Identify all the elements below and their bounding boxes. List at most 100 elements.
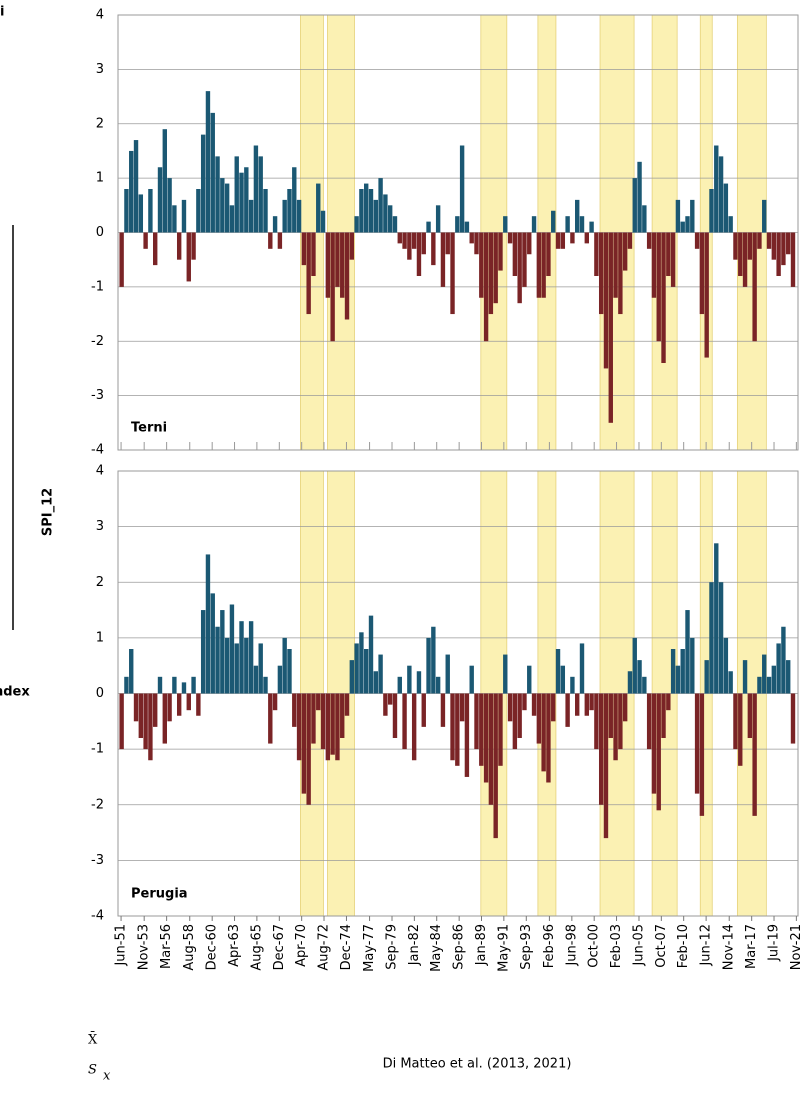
bar (685, 610, 690, 694)
bar (455, 216, 460, 233)
cropped-text: i (0, 5, 4, 20)
bar (124, 189, 129, 233)
bar (570, 676, 575, 694)
bar (455, 693, 460, 766)
bar (776, 643, 781, 694)
bar (402, 232, 407, 249)
bar (205, 554, 211, 694)
bar (622, 232, 628, 271)
bar (445, 654, 450, 694)
bar (450, 693, 455, 761)
bar (378, 178, 383, 233)
bar (176, 232, 182, 260)
y-tick-label: 2 (96, 575, 104, 590)
bar (670, 232, 676, 287)
bar (771, 232, 777, 260)
bar (637, 660, 642, 694)
bar (224, 637, 230, 694)
bar (718, 156, 724, 233)
bar (661, 693, 666, 738)
bar (383, 194, 388, 233)
x-tick-label: Feb-03 (609, 924, 624, 968)
bar (531, 216, 537, 233)
y-tick-label: 0 (96, 225, 104, 240)
bar (546, 693, 551, 783)
bar (407, 232, 412, 260)
bar (642, 676, 647, 694)
bar (268, 693, 273, 744)
x-tick-label: Jun-12 (699, 924, 714, 967)
bar (407, 665, 412, 694)
bar (392, 693, 398, 738)
bar (589, 693, 594, 711)
bar (349, 660, 355, 694)
bar (766, 676, 772, 694)
bar (325, 232, 331, 298)
bar (670, 649, 676, 694)
bar (483, 232, 489, 342)
bar (642, 205, 647, 233)
bar (498, 232, 503, 271)
bar (426, 637, 431, 694)
cropped-text: ndex (0, 685, 30, 700)
bar (364, 649, 369, 694)
plot-frame (117, 14, 799, 451)
bar (714, 543, 719, 694)
bar (551, 693, 556, 722)
bar (263, 676, 268, 694)
bar (153, 232, 158, 266)
bar (296, 199, 302, 233)
bar (594, 232, 599, 276)
bar (507, 232, 513, 244)
bar (349, 232, 355, 260)
bar (416, 232, 422, 276)
bar (440, 693, 446, 727)
bar (742, 232, 748, 287)
bar (239, 172, 244, 233)
bar (488, 693, 494, 805)
bar (757, 232, 762, 249)
x-tick-label: Oct-07 (654, 924, 669, 968)
bar (512, 693, 518, 750)
bar (646, 693, 652, 750)
bar (488, 232, 494, 315)
bar (335, 232, 340, 287)
bar (354, 216, 359, 233)
x-tick-label: May-91 (496, 924, 511, 972)
bar (613, 232, 618, 298)
bar (656, 693, 661, 811)
bar (364, 183, 369, 233)
bar (416, 671, 422, 694)
bar (119, 232, 124, 287)
bar (493, 693, 498, 839)
x-tick-label: Nov-21 (789, 924, 804, 970)
bar (426, 221, 431, 233)
bar (656, 232, 661, 342)
x-tick-label: Sep-79 (385, 924, 400, 970)
bar (527, 665, 532, 694)
bar (575, 693, 580, 716)
x-tick-label: Jul-19 (767, 924, 782, 962)
bar (129, 649, 134, 694)
bar (306, 693, 311, 805)
bar (292, 693, 297, 727)
bar (359, 189, 364, 233)
bar (742, 660, 748, 694)
bar (205, 91, 211, 233)
bar (368, 189, 374, 233)
y-tick-label: 0 (96, 686, 104, 701)
bar (301, 693, 307, 794)
bar (229, 604, 235, 694)
bar (196, 693, 201, 716)
panel-title: Terni (131, 421, 167, 436)
x-tick-label: Mar-17 (744, 924, 759, 969)
bar (747, 232, 753, 260)
bar (191, 676, 196, 694)
bar (517, 232, 522, 304)
bar (546, 232, 551, 276)
bar (277, 665, 283, 694)
bar (373, 199, 378, 233)
bar (498, 693, 503, 766)
bar (723, 183, 729, 233)
bar (507, 693, 513, 722)
